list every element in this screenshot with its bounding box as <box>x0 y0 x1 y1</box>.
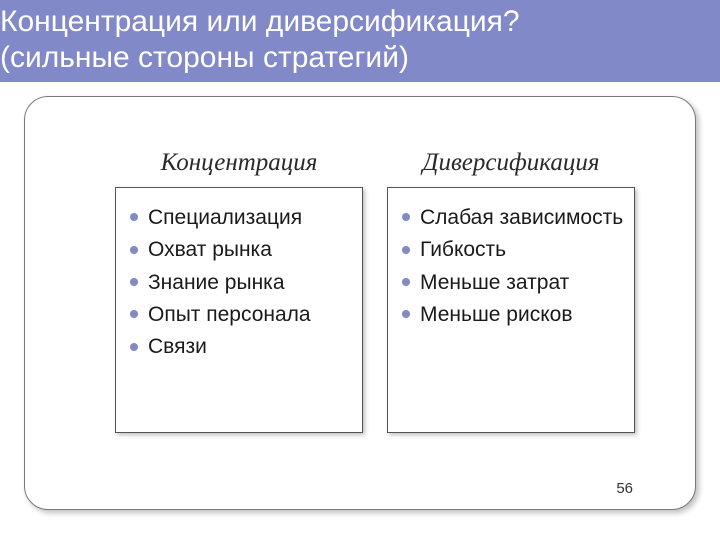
column-right-box: Слабая зависимость Гибкость Меньше затра… <box>387 187 635 433</box>
columns-container: Концентрация Специализация Охват рынка З… <box>115 149 635 433</box>
list-item: Меньше рисков <box>398 301 624 329</box>
page-number: 56 <box>616 480 633 497</box>
list-item: Опыт персонала <box>126 301 352 329</box>
title-bar: Концентрация или диверсификация? (сильны… <box>0 0 720 82</box>
list-item: Связи <box>126 333 352 361</box>
list-item: Слабая зависимость <box>398 204 624 232</box>
title-line-1: Концентрация или диверсификация? <box>0 4 720 40</box>
column-left-box: Специализация Охват рынка Знание рынка О… <box>115 187 363 433</box>
column-right: Диверсификация Слабая зависимость Гибкос… <box>387 149 635 433</box>
column-left: Концентрация Специализация Охват рынка З… <box>115 149 363 433</box>
list-item: Охват рынка <box>126 236 352 264</box>
list-item: Меньше затрат <box>398 269 624 297</box>
column-left-heading: Концентрация <box>115 149 363 177</box>
list-item: Специализация <box>126 204 352 232</box>
list-item: Знание рынка <box>126 269 352 297</box>
title-line-2: (сильные стороны стратегий) <box>0 40 720 76</box>
column-right-list: Слабая зависимость Гибкость Меньше затра… <box>398 204 624 329</box>
content-frame: Концентрация Специализация Охват рынка З… <box>24 96 696 510</box>
list-item: Гибкость <box>398 236 624 264</box>
column-right-heading: Диверсификация <box>387 149 635 177</box>
column-left-list: Специализация Охват рынка Знание рынка О… <box>126 204 352 362</box>
title-underline <box>0 80 560 82</box>
